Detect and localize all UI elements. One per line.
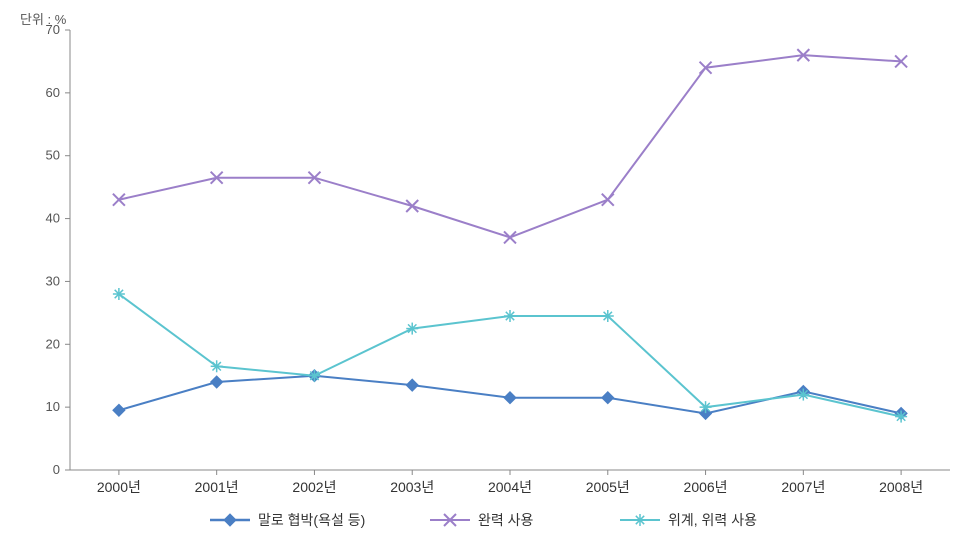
y-tick-label: 30: [46, 273, 60, 288]
marker: [406, 379, 418, 391]
marker: [504, 392, 516, 404]
x-tick-label: 2001년: [195, 479, 239, 495]
marker: [504, 310, 516, 322]
y-tick-label: 50: [46, 148, 60, 163]
x-tick-label: 2007년: [781, 479, 825, 495]
chart-svg: 단위 : %0102030405060702000년2001년2002년2003…: [10, 10, 967, 541]
x-tick-label: 2002년: [292, 479, 336, 495]
marker: [602, 310, 614, 322]
x-tick-label: 2000년: [97, 479, 141, 495]
y-tick-label: 40: [46, 211, 60, 226]
y-tick-label: 0: [53, 462, 60, 477]
x-tick-label: 2006년: [684, 479, 728, 495]
marker: [634, 514, 646, 526]
marker: [504, 231, 516, 243]
marker: [224, 514, 236, 526]
x-tick-label: 2004년: [488, 479, 532, 495]
marker: [602, 392, 614, 404]
x-tick-label: 2003년: [390, 479, 434, 495]
legend-label: 위계, 위력 사용: [668, 512, 757, 528]
marker: [602, 194, 614, 206]
marker: [113, 404, 125, 416]
series-line: [119, 55, 901, 237]
marker: [113, 288, 125, 300]
x-tick-label: 2008년: [879, 479, 923, 495]
marker: [406, 323, 418, 335]
y-tick-label: 20: [46, 336, 60, 351]
legend-label: 완력 사용: [478, 512, 534, 528]
marker: [211, 376, 223, 388]
line-chart: 단위 : %0102030405060702000년2001년2002년2003…: [10, 10, 967, 541]
legend-label: 말로 협박(욕설 등): [258, 512, 365, 528]
y-tick-label: 60: [46, 85, 60, 100]
x-tick-label: 2005년: [586, 479, 630, 495]
marker: [406, 200, 418, 212]
y-tick-label: 10: [46, 399, 60, 414]
y-tick-label: 70: [46, 22, 60, 37]
marker: [308, 370, 320, 382]
